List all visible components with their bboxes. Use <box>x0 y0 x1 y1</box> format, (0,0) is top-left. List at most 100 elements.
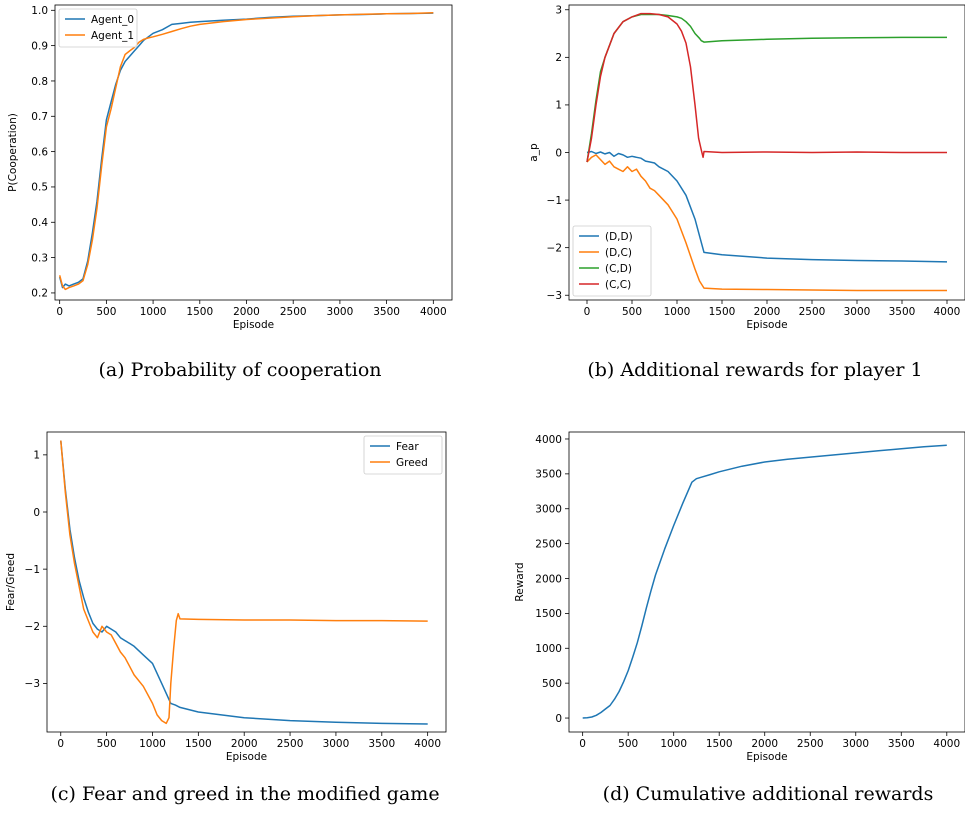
chart-2-xtick-label: 3500 <box>368 738 395 750</box>
chart-0-xtick-label: 1500 <box>186 306 213 318</box>
chart-2-legend: Fear Greed <box>363 435 443 475</box>
chart-1-ytick-label: −3 <box>547 290 562 302</box>
chart-0-ytick-label: 0.4 <box>31 217 48 229</box>
chart-2-xtick-label: 0 <box>57 738 64 750</box>
chart-0-ytick-label: 1.0 <box>31 5 48 17</box>
chart-2-xtick-label: 1000 <box>139 738 166 750</box>
chart-0-legend-label: Agent_1 <box>91 30 134 42</box>
chart-3-xtick-label: 0 <box>579 738 586 750</box>
chart-3-xtick-label: 4000 <box>933 738 960 750</box>
chart-3-ylabel: Reward <box>514 562 526 601</box>
chart-0-caption: (a) Probability of cooperation <box>98 359 381 381</box>
chart-3-xtick-label: 2000 <box>751 738 778 750</box>
chart-1-ytick-label: 0 <box>555 147 562 159</box>
chart-1-series-dd-line <box>586 150 948 263</box>
chart-1-series-dc-line <box>586 154 947 292</box>
chart-2-xtick-label: 1500 <box>185 738 212 750</box>
chart-3-xtick-label: 3000 <box>842 738 869 750</box>
chart-0-ytick-label: 0.3 <box>31 252 48 264</box>
chart-3-xlabel: Episode <box>746 751 787 763</box>
chart-3-xtick-label: 3500 <box>888 738 915 750</box>
chart-0-xtick-label: 1000 <box>140 306 167 318</box>
chart-2-series-fear-line <box>60 440 428 725</box>
chart-0-ytick-label: 0.6 <box>31 146 48 158</box>
chart-1-legend: (D,D) (D,C) (C,D) (C,C) <box>572 225 652 297</box>
chart-2-ytick-label: −2 <box>25 621 40 633</box>
chart-3-xtick-label: 2500 <box>797 738 824 750</box>
chart-0-xtick-label: 4000 <box>420 306 447 318</box>
chart-0-legend: Agent_0 Agent_1 <box>58 8 138 48</box>
panel-c-fear-and-greed: 0 500 1000 1500 2000 2500 3000 3500 4000 −3 −2 −1 0 1… <box>5 431 447 805</box>
chart-0-ytick-label: 0.8 <box>31 76 48 88</box>
chart-1-xtick-label: 2000 <box>754 306 781 318</box>
chart-1-xtick-label: 1500 <box>709 306 736 318</box>
chart-0-ytick-label: 0.2 <box>31 288 48 300</box>
chart-3-ytick-label: 4000 <box>535 434 562 446</box>
chart-2-xtick-label: 500 <box>97 738 117 750</box>
chart-3-xtick-label: 1500 <box>706 738 733 750</box>
chart-1-legend-label: (C,C) <box>605 279 631 291</box>
chart-0-xtick-label: 3500 <box>373 306 400 318</box>
chart-1-ylabel: a_p <box>528 143 540 162</box>
panel-d-cumulative-rewards: 0 500 1000 1500 2000 2500 3000 3500 4000 0 500 1000… <box>514 431 965 805</box>
chart-0-ylabel: P(Cooperation) <box>7 113 19 192</box>
chart-0-xtick-label: 2500 <box>280 306 307 318</box>
chart-3-caption: (d) Cumulative additional rewards <box>603 783 934 805</box>
chart-1-ytick-label: −2 <box>547 242 562 254</box>
chart-0-series-agent1-line <box>58 12 434 291</box>
panel-b-additional-rewards: 0 500 1000 1500 2000 2500 3000 3500 4000 −3 −2 −1 0 1… <box>528 5 965 381</box>
chart-3-ytick-label: 3500 <box>535 469 562 481</box>
chart-1-xtick-label: 4000 <box>934 306 961 318</box>
chart-3-xtick-label: 1000 <box>660 738 687 750</box>
chart-1-ytick-label: 1 <box>555 100 562 112</box>
chart-2-ytick-label: −1 <box>25 564 40 576</box>
chart-0-xtick-label: 3000 <box>327 306 354 318</box>
chart-1-xtick-label: 3000 <box>844 306 871 318</box>
chart-2-xlabel: Episode <box>226 751 267 763</box>
chart-3-series-reward-line <box>582 444 947 719</box>
chart-2-xtick-label: 3000 <box>323 738 350 750</box>
chart-2-xtick-label: 2000 <box>231 738 258 750</box>
chart-1-legend-box <box>572 225 652 297</box>
chart-0-xtick-label: 0 <box>56 306 63 318</box>
chart-1-xlabel: Episode <box>746 319 787 331</box>
chart-1-caption: (b) Additional rewards for player 1 <box>587 359 922 381</box>
chart-0-xtick-label: 2000 <box>233 306 260 318</box>
chart-2-xtick-label: 4000 <box>414 738 441 750</box>
chart-0-ytick-label: 0.5 <box>31 182 48 194</box>
chart-3-ytick-label: 0 <box>555 713 562 725</box>
chart-1-legend-label: (C,D) <box>605 263 632 275</box>
chart-0-legend-label: Agent_0 <box>91 14 134 26</box>
chart-0-ytick-label: 0.7 <box>31 111 48 123</box>
chart-3-ytick-label: 1000 <box>535 643 562 655</box>
chart-1-series-cd-line <box>586 13 947 163</box>
chart-1-ytick-label: −1 <box>547 195 562 207</box>
chart-2-ytick-label: −3 <box>25 678 40 690</box>
chart-2-legend-label: Greed <box>396 457 428 469</box>
chart-3-ytick-label: 2000 <box>535 573 562 585</box>
chart-1-xtick-label: 500 <box>622 306 642 318</box>
chart-2-legend-label: Fear <box>396 441 419 453</box>
chart-2-ytick-label: 0 <box>33 507 40 519</box>
chart-3-ytick-label: 500 <box>542 678 562 690</box>
chart-2-ytick-label: 1 <box>33 450 40 462</box>
chart-3-axes-frame <box>568 431 965 733</box>
chart-2-xtick-label: 2500 <box>277 738 304 750</box>
chart-1-xtick-label: 1000 <box>664 306 691 318</box>
chart-0-ytick-label: 0.9 <box>31 40 48 52</box>
chart-1-legend-label: (D,D) <box>605 231 633 243</box>
chart-3-xtick-label: 500 <box>618 738 638 750</box>
chart-1-xtick-label: 3500 <box>889 306 916 318</box>
chart-1-ytick-label: 2 <box>555 52 562 64</box>
chart-0-xtick-label: 500 <box>96 306 116 318</box>
chart-1-xtick-label: 0 <box>584 306 591 318</box>
chart-3-ytick-label: 1500 <box>535 608 562 620</box>
chart-1-ytick-label: 3 <box>555 5 562 17</box>
chart-0-axes-frame <box>54 4 453 301</box>
chart-2-axes-frame <box>46 431 447 733</box>
chart-2-series-greed-line <box>60 440 428 725</box>
chart-0-series-agent0-line <box>58 12 434 289</box>
chart-1-series-cc-line <box>586 12 947 163</box>
chart-1-xtick-label: 2500 <box>799 306 826 318</box>
